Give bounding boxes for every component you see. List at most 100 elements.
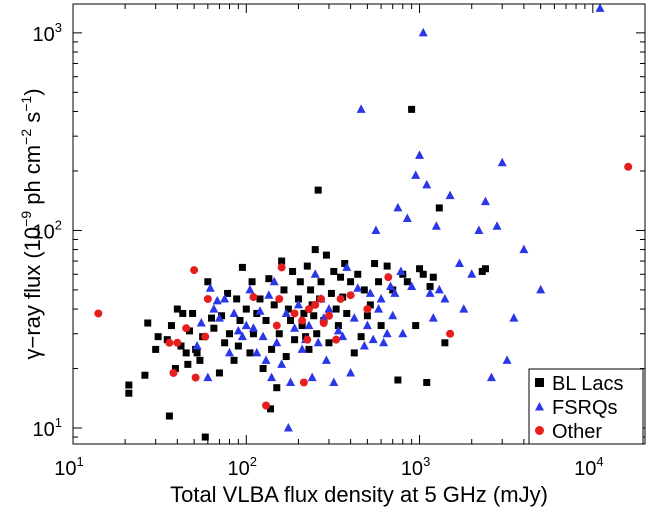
point-bl-lacs — [196, 356, 204, 364]
point-fsrqs — [258, 331, 268, 341]
point-fsrqs — [333, 325, 343, 335]
point-other — [272, 321, 281, 330]
point-fsrqs — [281, 308, 291, 317]
y-tick-label: 101 — [33, 415, 62, 441]
point-bl-lacs — [419, 270, 427, 278]
legend-marker-bl-lacs — [535, 378, 544, 387]
point-fsrqs — [224, 347, 234, 357]
point-fsrqs — [422, 179, 432, 189]
point-fsrqs — [349, 313, 359, 322]
point-bl-lacs — [317, 278, 325, 286]
point-other — [332, 335, 341, 344]
point-bl-lacs — [310, 312, 318, 320]
point-fsrqs — [396, 266, 406, 275]
point-fsrqs — [324, 304, 334, 313]
point-bl-lacs — [375, 278, 383, 286]
point-fsrqs — [267, 372, 277, 382]
point-fsrqs — [293, 299, 303, 309]
point-bl-lacs — [238, 263, 246, 271]
point-bl-lacs — [193, 349, 201, 357]
point-fsrqs — [428, 313, 438, 322]
point-other — [275, 294, 284, 303]
point-fsrqs — [415, 150, 425, 159]
point-fsrqs — [440, 293, 450, 303]
point-bl-lacs — [249, 330, 257, 338]
point-other — [317, 294, 326, 303]
point-fsrqs — [196, 318, 206, 327]
point-fsrqs — [434, 284, 444, 294]
point-bl-lacs — [215, 369, 223, 377]
point-bl-lacs — [208, 314, 216, 322]
point-other — [182, 324, 191, 333]
legend-marker-fsrqs — [535, 402, 544, 411]
point-bl-lacs — [125, 381, 133, 389]
point-other — [311, 300, 320, 309]
point-bl-lacs — [294, 295, 302, 303]
point-fsrqs — [595, 3, 605, 12]
point-fsrqs — [374, 304, 384, 313]
point-fsrqs — [386, 281, 396, 291]
point-bl-lacs — [242, 305, 250, 313]
point-fsrqs — [241, 320, 251, 330]
x-tick-label: 102 — [228, 454, 257, 480]
point-bl-lacs — [289, 267, 297, 275]
point-other — [336, 294, 345, 303]
point-bl-lacs — [184, 360, 192, 368]
point-fsrqs — [425, 288, 435, 297]
point-other — [262, 401, 271, 410]
point-fsrqs — [304, 320, 314, 330]
point-bl-lacs — [337, 273, 345, 281]
point-bl-lacs — [273, 384, 281, 392]
point-bl-lacs — [481, 265, 489, 273]
point-bl-lacs — [234, 342, 242, 350]
point-bl-lacs — [267, 405, 275, 413]
point-fsrqs — [229, 308, 239, 317]
point-bl-lacs — [394, 376, 402, 384]
point-bl-lacs — [300, 309, 308, 317]
point-fsrqs — [362, 320, 372, 330]
point-bl-lacs — [256, 295, 264, 303]
point-fsrqs — [398, 328, 408, 338]
point-bl-lacs — [246, 349, 254, 357]
point-bl-lacs — [363, 312, 371, 320]
point-bl-lacs — [171, 365, 179, 373]
point-fsrqs — [205, 283, 215, 292]
point-fsrqs — [203, 372, 213, 382]
point-fsrqs — [192, 341, 202, 350]
point-bl-lacs — [435, 204, 443, 212]
point-bl-lacs — [383, 262, 391, 270]
point-bl-lacs — [280, 286, 288, 294]
point-bl-lacs — [230, 356, 238, 364]
point-fsrqs — [233, 325, 243, 335]
point-other — [290, 309, 299, 318]
point-fsrqs — [290, 323, 300, 332]
point-other — [624, 162, 633, 171]
point-bl-lacs — [366, 301, 374, 309]
point-fsrqs — [310, 269, 320, 278]
point-fsrqs — [497, 157, 507, 167]
point-fsrqs — [245, 284, 255, 294]
point-fsrqs — [353, 283, 363, 292]
point-bl-lacs — [179, 309, 187, 317]
point-bl-lacs — [233, 295, 241, 303]
point-fsrqs — [445, 190, 455, 200]
point-other — [303, 335, 312, 344]
point-bl-lacs — [314, 186, 322, 194]
point-other — [169, 368, 178, 377]
point-bl-lacs — [416, 265, 424, 273]
point-fsrqs — [382, 328, 392, 338]
point-bl-lacs — [311, 246, 319, 254]
point-fsrqs — [480, 196, 490, 206]
point-fsrqs — [459, 304, 469, 313]
point-fsrqs — [277, 359, 287, 368]
point-bl-lacs — [270, 301, 278, 309]
point-bl-lacs — [412, 322, 420, 330]
point-bl-lacs — [173, 305, 181, 313]
point-bl-lacs — [282, 353, 290, 361]
point-fsrqs — [411, 170, 421, 179]
point-other — [249, 293, 258, 302]
plot-frame — [72, 3, 646, 445]
point-bl-lacs — [307, 286, 315, 294]
point-bl-lacs — [423, 378, 431, 386]
